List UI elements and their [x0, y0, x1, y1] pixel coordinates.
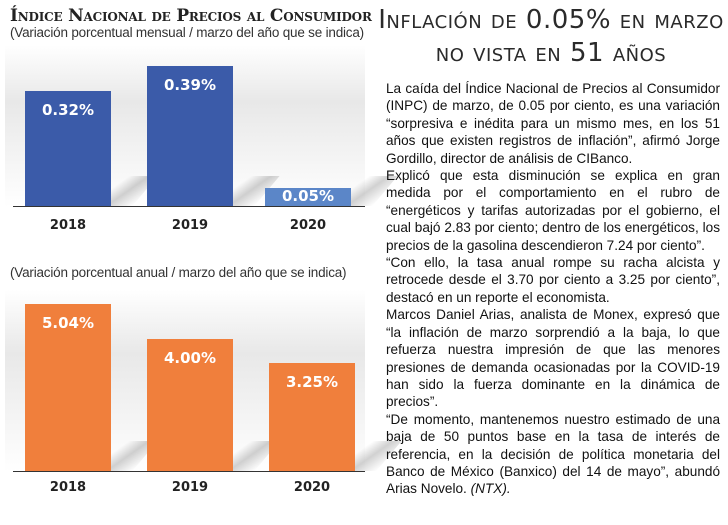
- x-tick-label-2018: 2018: [49, 218, 87, 233]
- bar-2018: 5.04%: [25, 304, 111, 471]
- article-paragraph: Explicó que esta disminución se explica …: [386, 168, 720, 253]
- bar-2020: 0.05%: [265, 186, 351, 206]
- x-tick-label-2020: 2020: [293, 480, 331, 495]
- bar-2019: 4.00%: [147, 338, 233, 471]
- article-credit: (NTX).: [470, 481, 511, 497]
- article-headline: Inflación de 0.05% en marzo no vista en …: [378, 5, 724, 68]
- article-paragraph: “Con ello, la tasa anual rompe su racha …: [386, 255, 720, 305]
- data-label-2018: 0.32%: [41, 101, 95, 120]
- data-label-2019: 0.39%: [163, 76, 217, 95]
- article-paragraph: “De momento, mantenemos nuestro estimado…: [386, 411, 720, 498]
- data-label-2019: 4.00%: [163, 348, 217, 367]
- bar-2018: 0.32%: [25, 91, 111, 206]
- bar-2019: 0.39%: [147, 66, 233, 206]
- x-tick-label-2020: 2020: [289, 218, 327, 233]
- data-label-2020: 3.25%: [285, 373, 339, 392]
- data-label-2018: 5.04%: [41, 314, 95, 333]
- annual-chart-subtitle: (Variación porcentual anual / marzo del …: [10, 265, 347, 280]
- monthly-chart-subtitle: (Variación porcentual mensual / marzo de…: [10, 25, 364, 40]
- article-paragraph: Marcos Daniel Arias, analista de Monex, …: [386, 307, 720, 410]
- x-tick-label-2018: 2018: [49, 480, 87, 495]
- x-axis-line: [13, 205, 365, 207]
- article-paragraph: La caída del Índice Nacional de Precios …: [386, 81, 720, 166]
- article-body: La caída del Índice Nacional de Precios …: [386, 80, 720, 498]
- chart-title: Índice Nacional de Precios al Consumidor: [10, 6, 372, 26]
- x-tick-label-2019: 2019: [171, 480, 209, 495]
- annual-inflation-chart: 5.04% 4.00% 3.25%: [5, 290, 402, 472]
- data-label-2020: 0.05%: [281, 186, 335, 205]
- article-paragraph-text: “De momento, mantenemos nuestro estimado…: [386, 411, 720, 497]
- x-axis-line: [13, 470, 365, 472]
- monthly-inflation-chart: 0.32% 0.39% 0.05%: [5, 45, 398, 207]
- bar-2020: 3.25%: [269, 363, 355, 471]
- x-tick-label-2019: 2019: [171, 218, 209, 233]
